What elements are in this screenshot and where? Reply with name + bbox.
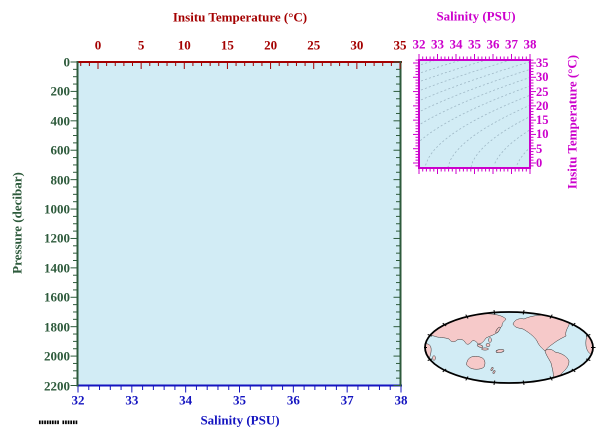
land-new-guinea [495,349,505,353]
ts-salinity-tick-label: 38 [523,36,537,52]
salinity-tick-label: 33 [125,392,139,408]
temp-tick-label: 20 [264,37,278,53]
ts-frame [418,59,531,169]
ts-salinity-tick-label: 33 [431,36,444,52]
salinity-axis-ticks [77,386,402,393]
salinity-tick-label: 34 [179,392,193,408]
ts-salinity-tick-label: 36 [486,36,500,52]
footer-stamp: ▮▮▮▮▮▮▮▮ ▮▮▮▮▮▮ [38,419,78,426]
ts-top-axis-title: Salinity (PSU) [436,8,516,24]
pressure-tick-label: 800 [50,172,71,188]
temp-tick-label: 25 [307,37,321,53]
land-greenland [568,314,582,324]
land-sumatra [476,344,484,348]
pressure-tick-label: 400 [50,113,71,129]
map-graticule-ticks [424,310,596,386]
ts-axis-ticks [413,54,536,174]
pressure-tick-label: 1200 [44,230,70,246]
ts-salinity-tick-label: 37 [505,36,518,52]
world-map [424,310,596,386]
main-plot-area [78,62,401,386]
land-japan [495,326,501,334]
pressure-axis-title: Pressure (decibar) [9,172,25,274]
pressure-tick-label: 1600 [44,289,70,305]
pressure-tick-label: 1000 [44,201,70,217]
temp-tick-label: 35 [393,37,407,53]
pressure-tick-label: 600 [50,142,71,158]
ts-temp-tick-label: 10 [536,127,549,142]
pressure-tick-label: 1800 [44,319,70,335]
pressure-tick-label: 2000 [44,348,70,364]
temp-tick-label: 15 [220,37,234,53]
land-philippines [488,337,492,343]
temp-axis-ticks [80,63,401,69]
salinity-tick-label: 35 [233,392,246,408]
land-java [481,347,489,351]
ts-temp-tick-label: 20 [536,98,549,113]
ts-temp-tick-label: 35 [536,55,549,70]
land-north-america [512,314,570,352]
land-new-zealand-south [492,370,496,374]
ts-salinity-tick-label: 35 [468,36,481,52]
ts-salinity-tick-label: 34 [449,36,463,52]
temp-tick-label: 0 [94,37,102,53]
pressure-axis-ticks [70,61,400,386]
salinity-tick-label: 32 [71,392,85,408]
pressure-tick-label: 2200 [44,378,70,393]
ts-plot-area [419,60,530,168]
pressure-tick-label: 0 [63,54,71,70]
ts-temp-tick-label: 0 [536,155,543,170]
ts-temp-tick-label: 5 [536,141,543,156]
land-new-zealand [490,367,494,371]
main-bottom-axis-title: Salinity (PSU) [200,412,280,428]
ts-right-axis-title: Insitu Temperature (°C) [564,54,580,190]
pressure-tick-label: 1400 [44,260,70,276]
temp-tick-label: 10 [177,37,191,53]
salinity-tick-label: 37 [340,392,354,408]
ts-salinity-tick-label: 32 [412,36,426,52]
ts-temp-tick-label: 15 [536,112,549,127]
salinity-tick-label: 38 [394,392,408,408]
main-top-axis-title: Insitu Temperature (°C) [172,9,308,25]
land-madagascar [432,355,436,361]
land-australia [466,355,486,370]
ts-temp-tick-label: 25 [536,84,549,99]
pressure-tick-label: 200 [50,83,71,99]
ts-temp-tick-label: 30 [536,70,549,85]
temp-tick-label: 30 [350,37,364,53]
salinity-tick-label: 36 [286,392,300,408]
temp-tick-label: 5 [137,37,145,53]
land-borneo [485,343,491,347]
isopycnal-contours [420,61,529,167]
